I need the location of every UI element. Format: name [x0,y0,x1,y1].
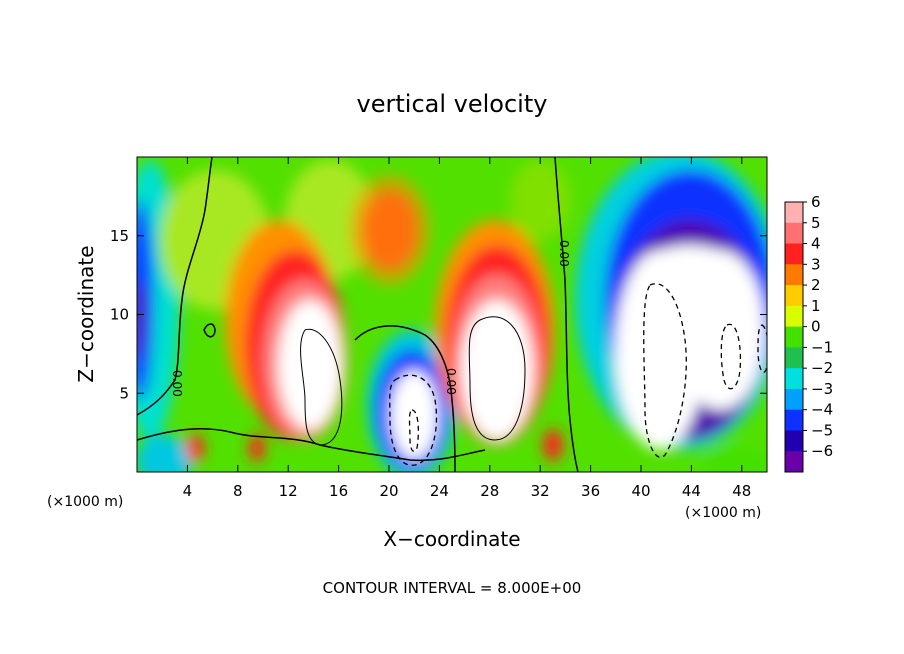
right-dashed-2 [720,323,742,390]
y-tick-label: 15 [110,227,129,245]
x-tick-label: 12 [279,482,298,500]
colorbar-swatch [785,264,803,286]
region-bottom-left-cyan [137,435,195,472]
region-cell-x10-red [249,434,265,462]
x-tick-label: 8 [233,482,243,500]
region-left-purple [137,280,144,360]
x-tick-label: 24 [430,482,449,500]
chart-title: vertical velocity [357,90,548,118]
zero-contour-center [354,325,456,472]
x-axis-label: X−coordinate [383,527,520,551]
contour-lines [137,157,579,472]
colorbar-tick-label: −1 [811,338,833,356]
colorbar-swatch [785,285,803,307]
colorbar-tick-label: −4 [811,401,833,419]
updraft1-inner-contour [300,328,343,446]
x-tick-label: 36 [581,482,600,500]
region-cell-x33-red [543,429,563,461]
x-tick-label: 32 [531,482,550,500]
x-tick-label: 48 [732,482,751,500]
right-dashed-3 [757,324,767,374]
negative-contours [389,283,767,466]
colorbar-tick-label: 3 [811,255,821,273]
contour-label-left: 0.00 [170,370,184,397]
colorbar-swatch [785,222,803,245]
colorbar-swatch [785,430,803,452]
colorbar-tick-label: −3 [811,380,833,398]
colorbar-swatch [785,368,803,390]
colorbar-swatch [785,202,803,224]
x-unit-left: (×1000 m) [47,494,123,510]
colorbar-tick-label: −5 [811,421,833,439]
y-tick-label: 10 [110,306,129,324]
region-updraft1-white [278,300,342,430]
field-shading [137,157,767,472]
plot-area: 0.00 0.00 0.00 [137,157,767,472]
x-tick-label: 44 [682,482,701,500]
colorbar: 6 5 4 3 2 1 0 −1 −2 −3 −4 −5 −6 [784,193,833,473]
downdraft1-dashed-outer [389,374,438,466]
x-tick-label: 4 [183,482,193,500]
colorbar-swatch [785,326,803,348]
colorbar-tick-label: 0 [811,318,821,336]
colorbar-swatch [785,243,803,265]
colorbar-frame [784,201,804,473]
colorbar-tick-label: 6 [811,193,821,211]
region-mid-green [510,160,570,240]
colorbar-tick-label: 1 [811,297,821,315]
colorbar-swatch [785,409,803,431]
x-axis-ticks: 4 8 12 16 20 24 28 32 36 40 44 48 [183,157,751,500]
colorbar-tick-label: 5 [811,214,821,232]
colorbar-tick-label: −2 [811,359,833,377]
contour-label-center: 0.00 [444,368,458,395]
colorbar-swatch [785,305,803,328]
contour-interval-footer: CONTOUR INTERVAL = 8.000E+00 [323,579,582,597]
x-tick-label: 20 [379,482,398,500]
region-upper-orange [350,175,430,285]
y-tick-label: 5 [119,384,129,402]
y-axis-ticks: 5 10 15 [110,227,767,402]
region-cell-x5-red [186,434,204,462]
updraft2-inner-contour [468,316,526,441]
contour-labels: 0.00 0.00 0.00 [170,240,571,397]
colorbar-swatch [785,451,803,473]
zero-contour-left [137,157,213,416]
region-bottom-right-green [700,445,767,472]
right-dashed-1 [643,283,687,458]
y-axis-label: Z−coordinate [74,245,98,382]
region-right-white3 [630,245,750,335]
contour-label-right: 0.00 [557,240,571,267]
x-tick-label: 28 [480,482,499,500]
zero-contour-cell-small [203,323,216,338]
downdraft1-dashed-inner [408,409,419,452]
colorbar-tick-label: 4 [811,235,821,253]
x-tick-label: 16 [329,482,348,500]
zero-contour-right [554,157,579,472]
colorbar-tick-label: −6 [811,442,833,460]
colorbar-swatch [785,347,803,369]
colorbar-tick-label: 2 [811,276,821,294]
colorbar-swatch [785,388,803,411]
region-updraft2-white [461,300,533,440]
x-tick-label: 40 [631,482,650,500]
x-unit-right: (×1000 m) [685,505,761,521]
region-downdraft1-white [390,370,438,460]
